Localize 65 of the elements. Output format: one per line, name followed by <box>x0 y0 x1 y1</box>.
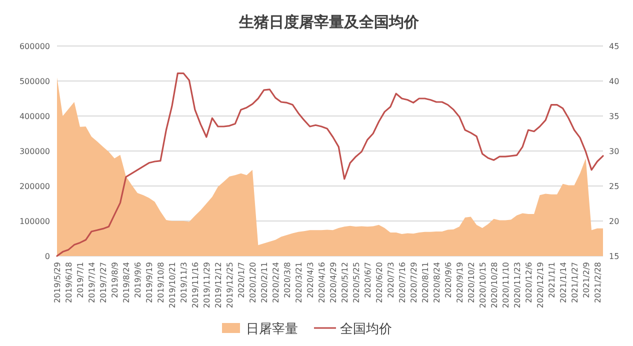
x-tick-label: 2019/7/14 <box>87 262 96 304</box>
x-tick-label: 2021/2/9 <box>582 262 591 298</box>
x-tick-label: 2019/11/16 <box>190 262 200 308</box>
x-tick-label: 2020/5/25 <box>352 262 361 304</box>
x-tick-label: 2020/10/2 <box>466 262 476 304</box>
x-tick-label: 2020/8/24 <box>432 262 442 304</box>
y-tick-label: 300000 <box>19 147 50 156</box>
y-tick-label: 200000 <box>19 182 50 191</box>
title: 生猪日度屠宰量及全国均价 <box>239 13 419 31</box>
x-tick-label: 2021/2/28 <box>593 262 602 304</box>
x-tick-label: 2020/9/19 <box>455 262 464 304</box>
x-tick-label: 2020/3/8 <box>282 262 292 298</box>
y-tick-label: 100000 <box>19 217 50 226</box>
x-tick-label: 2020/10/28 <box>490 262 499 308</box>
x-tick-label: 2020/6/7 <box>363 262 372 298</box>
x-tick-label: 2020/4/16 <box>317 262 326 304</box>
x-tick-label: 2020/12/19 <box>536 262 545 308</box>
x-tick-label: 2020/1/20 <box>248 262 258 304</box>
legend-label: 日屠宰量 <box>246 321 298 337</box>
legend-label: 全国均价 <box>340 322 392 337</box>
y-tick-label: 500000 <box>19 77 50 86</box>
x-tick-label: 2019/5/29 <box>53 262 62 304</box>
y2-tick-label: 40 <box>609 77 620 86</box>
x-tick-label: 2019/7/27 <box>98 262 108 304</box>
x-tick-label: 2020/7/29 <box>409 262 418 304</box>
x-tick-label: 2020/3/21 <box>294 262 304 304</box>
x-tick-label: 2020/11/23 <box>512 262 522 308</box>
y2-tick-label: 30 <box>609 147 620 156</box>
x-tick-label: 2020/7/16 <box>398 262 407 304</box>
x-tick-label: 2020/10/15 <box>478 262 488 308</box>
y2-tick-label: 15 <box>609 252 620 261</box>
x-tick-label: 2019/10/21 <box>168 262 177 308</box>
x-tick-label: 2020/4/3 <box>306 262 315 298</box>
x-tick-label: 2019/11/29 <box>202 262 212 308</box>
x-tick-label: 2021/1/14 <box>558 262 568 304</box>
y2-tick-label: 25 <box>609 182 620 191</box>
x-tick-label: 2019/8/9 <box>110 262 120 298</box>
x-tick-label: 2019/8/24 <box>122 262 131 304</box>
y-tick-label: 600000 <box>19 42 50 51</box>
x-tick-label: 2021/1/27 <box>570 262 580 304</box>
x-tick-label: 2020/7/3 <box>386 262 396 298</box>
x-tick-label: 2020/11/10 <box>501 262 510 308</box>
x-tick-label: 2020/9/6 <box>444 262 453 298</box>
x-tick-label: 2019/6/18 <box>64 262 74 304</box>
x-tick-label: 2020/2/24 <box>271 262 280 304</box>
x-tick-label: 2019/10/8 <box>156 262 166 304</box>
x-tick-label: 2020/4/29 <box>328 262 338 304</box>
y2-tick-label: 20 <box>609 217 620 226</box>
y2-tick-label: 45 <box>609 42 620 51</box>
y2-tick-label: 35 <box>609 112 620 121</box>
x-tick-label: 2020/6/20 <box>374 262 384 304</box>
x-tick-label: 2019/12/25 <box>225 262 234 308</box>
x-tick-label: 2020/8/11 <box>420 262 430 304</box>
x-tick-label: 2019/11/3 <box>179 262 188 304</box>
x-tick-label: 2019/9/6 <box>133 262 142 298</box>
y-tick-label: 0 <box>44 252 50 261</box>
x-tick-label: 2020/2/11 <box>260 262 269 304</box>
x-tick-label: 2020/5/12 <box>340 262 350 304</box>
x-tick-label: 2019/12/12 <box>214 262 223 308</box>
x-tick-label: 2019/9/19 <box>144 262 154 304</box>
x-tick-label: 2020/12/6 <box>524 262 534 304</box>
y-tick-label: 400000 <box>19 112 50 121</box>
x-tick-label: 2020/1/7 <box>236 262 246 298</box>
x-tick-label: 2019/7/1 <box>76 262 85 298</box>
x-tick-label: 2021/1/1 <box>547 262 556 298</box>
